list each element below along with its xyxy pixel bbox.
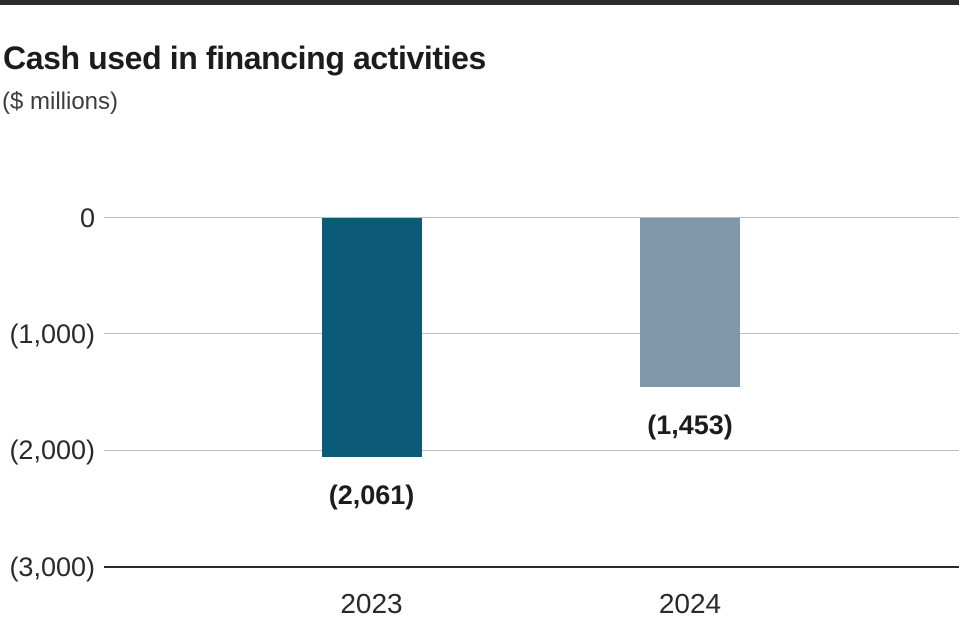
top-border-rule — [0, 0, 959, 5]
gridline — [104, 449, 959, 451]
bar-2023 — [321, 217, 422, 458]
x-axis-baseline — [104, 565, 959, 568]
y-axis-tick-label: (2,000) — [9, 435, 95, 466]
gridline — [104, 333, 959, 335]
gridline — [104, 217, 959, 218]
x-axis-tick-label-2024: 2024 — [658, 588, 722, 619]
y-axis-tick-label: (3,000) — [9, 551, 95, 582]
chart-subtitle: ($ millions) — [2, 88, 119, 115]
y-axis-tick-label: (1,000) — [9, 318, 95, 349]
bar-2024 — [640, 217, 740, 387]
x-axis-tick-label-2023: 2023 — [340, 588, 403, 619]
chart-title: Cash used in financing activities — [3, 40, 486, 76]
bar-value-label-2023: (2,061) — [328, 480, 415, 511]
y-axis-tick-label: 0 — [79, 202, 95, 233]
bar-value-label-2024: (1,453) — [647, 409, 733, 440]
